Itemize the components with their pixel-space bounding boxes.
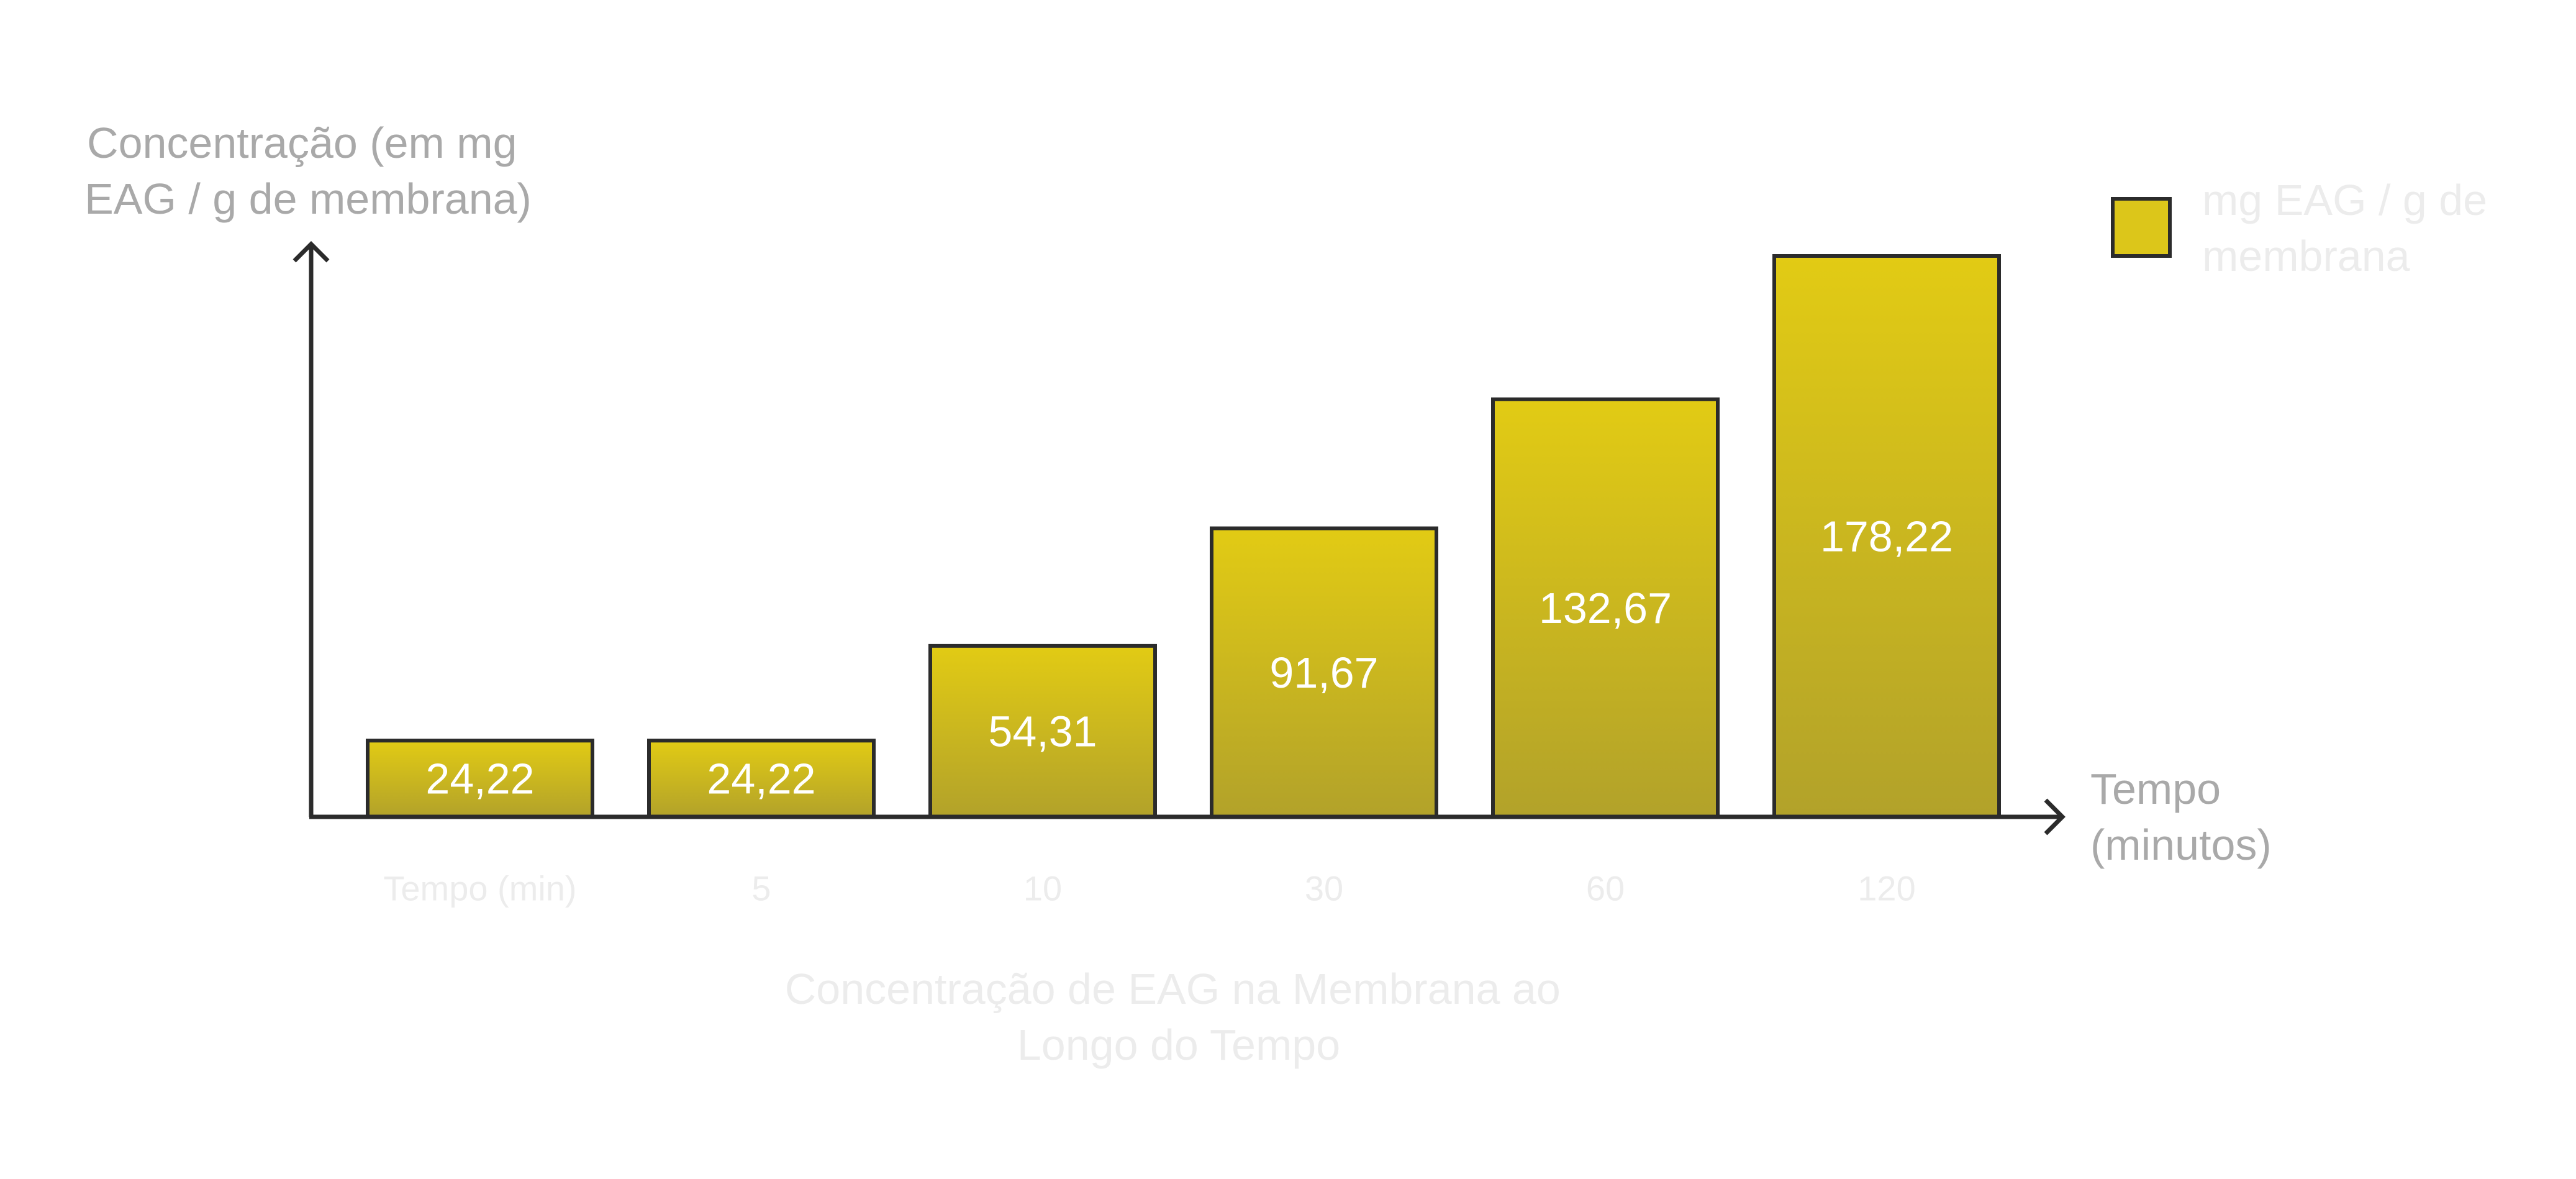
legend-swatch [2111, 197, 2172, 258]
bar-value-label: 24,22 [425, 755, 534, 803]
x-tick-label: 30 [1305, 869, 1343, 908]
bar [928, 644, 1157, 819]
x-axis-arrowhead [2044, 798, 2066, 835]
legend: mg EAG / g de membrana [2111, 176, 2500, 280]
chart-title-line-1: Concentração de EAG na Membrana ao [785, 965, 1561, 1013]
bar [1210, 526, 1438, 819]
x-tick-label: Tempo (min) [383, 869, 576, 908]
x-tick-label: 10 [1023, 869, 1062, 908]
bar-value-label: 178,22 [1820, 512, 1953, 561]
chart-title-line-2: Longo do Tempo [1017, 1021, 1340, 1069]
bar [1772, 254, 2001, 819]
y-axis-label: Concentração (em mg EAG / g de membrana) [84, 119, 532, 223]
bar [366, 739, 594, 819]
x-tick-label: 120 [1857, 869, 1915, 908]
x-axis-label-line-2: (minutos) [2090, 821, 2272, 869]
x-tick-label: 5 [751, 869, 771, 908]
legend-label-line-2: membrana [2202, 232, 2410, 280]
bar [1491, 397, 1720, 819]
x-axis-label: Tempo (minutos) [2090, 765, 2272, 869]
chart-title: Concentração de EAG na Membrana ao Longo… [785, 965, 1573, 1069]
bar-value-label: 24,22 [707, 755, 815, 803]
bars-layer: 24,22 Tempo (min) 24,22 5 54,31 10 91,67 30 132,… [366, 254, 2001, 908]
x-tick-label: 60 [1586, 869, 1625, 908]
bar-value-label: 132,67 [1539, 584, 1672, 632]
x-axis-label-line-1: Tempo [2090, 765, 2221, 813]
legend-label: mg EAG / g de membrana [2202, 176, 2500, 280]
y-axis-arrowhead [293, 241, 330, 263]
y-axis-label-line-1: Concentração (em mg [87, 119, 517, 167]
bar-value-label: 91,67 [1269, 649, 1378, 697]
y-axis-label-line-2: EAG / g de membrana) [84, 175, 532, 223]
bar [647, 739, 876, 819]
legend-label-line-1: mg EAG / g de [2202, 176, 2487, 224]
bar-value-label: 54,31 [988, 707, 1097, 755]
